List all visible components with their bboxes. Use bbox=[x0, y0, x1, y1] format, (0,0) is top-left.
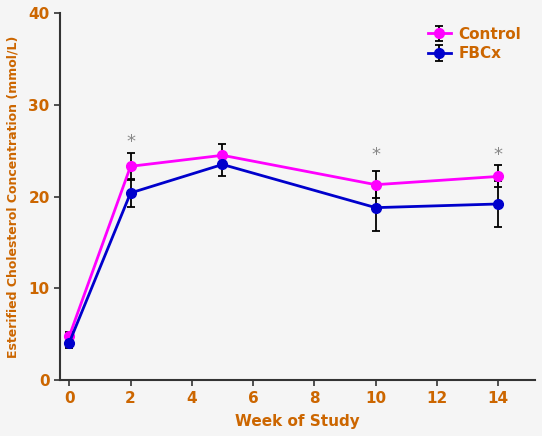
X-axis label: Week of Study: Week of Study bbox=[235, 414, 360, 429]
Text: *: * bbox=[126, 133, 135, 150]
Text: *: * bbox=[371, 146, 380, 164]
Legend: Control, FBCx: Control, FBCx bbox=[422, 20, 527, 68]
Text: *: * bbox=[494, 146, 503, 164]
Y-axis label: Esterified Cholesterol Concentration (mmol/L): Esterified Cholesterol Concentration (mm… bbox=[7, 35, 20, 358]
